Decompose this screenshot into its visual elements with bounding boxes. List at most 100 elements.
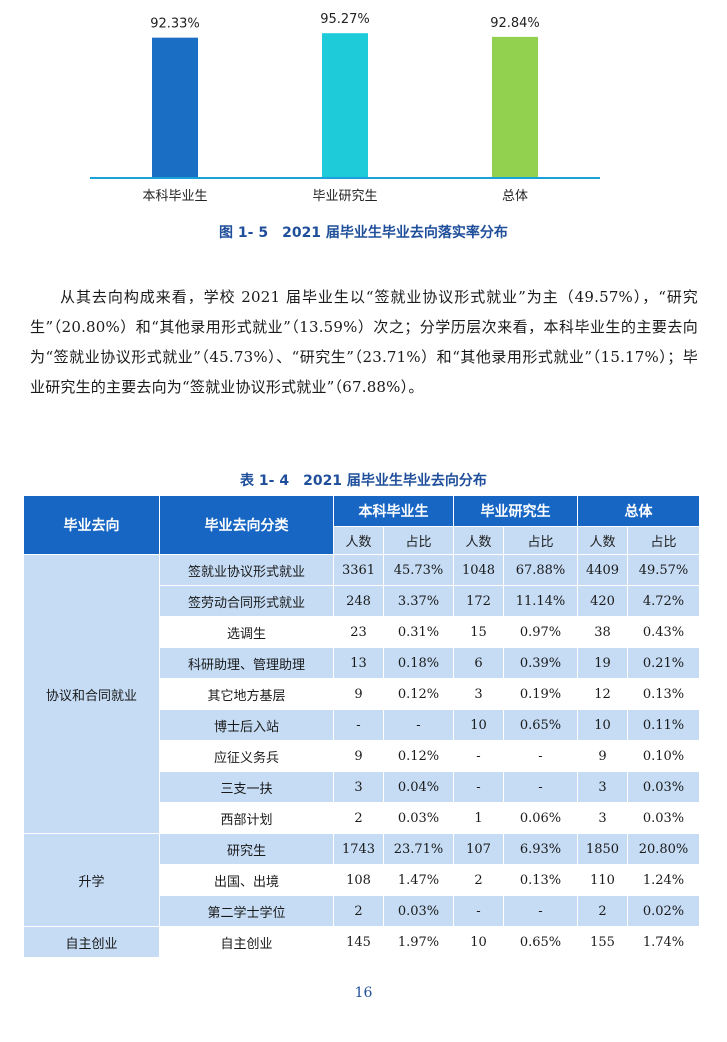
paragraph-text: 从其去向构成来看，学校 2021 届毕业生以“签就业协议形式就业”为主（49.5… (30, 288, 698, 396)
count-cell: 13 (333, 647, 384, 679)
count-cell: 108 (333, 864, 384, 896)
group-name: 自主创业 (23, 926, 160, 958)
bar (492, 36, 538, 178)
count-cell: - (453, 740, 504, 772)
count-cell: 9 (333, 678, 384, 710)
ratio-cell: - (503, 895, 578, 927)
category-cell: 博士后入站 (159, 709, 334, 741)
count-cell: 15 (453, 616, 504, 648)
ratio-cell: 0.19% (503, 678, 578, 710)
header-total: 总体 (577, 495, 700, 527)
ratio-cell: 0.03% (627, 771, 700, 803)
ratio-cell: 1.24% (627, 864, 700, 896)
category-cell: 其它地方基层 (159, 678, 334, 710)
count-cell: 1850 (577, 833, 628, 865)
table-row: 出国、出境 108 1.47% 2 0.13% 110 1.24% (24, 864, 700, 896)
category-cell: 签劳动合同形式就业 (159, 585, 334, 617)
destination-table: 毕业去向 毕业去向分类 本科毕业生 毕业研究生 总体 人数 占比 人数 占比 人… (23, 495, 700, 958)
bar (322, 33, 368, 178)
count-cell: - (333, 709, 384, 741)
count-cell: 248 (333, 585, 384, 617)
group-name: 升学 (23, 833, 160, 927)
data-label: 92.84% (490, 16, 540, 31)
count-cell: 3 (333, 771, 384, 803)
category-cell: 出国、出境 (159, 864, 334, 896)
table-row: 升学 研究生 1743 23.71% 107 6.93% 1850 20.80% (23, 833, 700, 927)
ratio-cell: - (503, 740, 578, 772)
data-label: 92.33% (150, 17, 200, 32)
count-cell: 3 (577, 802, 628, 834)
count-cell: 3361 (333, 554, 384, 586)
table-row: 选调生 23 0.31% 15 0.97% 38 0.43% (24, 616, 700, 648)
count-cell: 107 (453, 833, 504, 865)
count-cell: 3 (453, 678, 504, 710)
count-cell: 10 (453, 926, 504, 958)
category-cell: 西部计划 (159, 802, 334, 834)
ratio-cell: - (383, 709, 454, 741)
bar-chart: 92.33% 本科毕业生 95.27% 毕业研究生 92.84% 总体 (90, 12, 600, 204)
table-row: 博士后入站 - -10 0.65% 10 0.11% (24, 709, 700, 741)
count-cell: 172 (453, 585, 504, 617)
count-cell: 1048 (453, 554, 504, 586)
count-cell: 2 (453, 864, 504, 896)
count-cell: 10 (453, 709, 504, 741)
ratio-cell: 1.97% (383, 926, 454, 958)
group-name: 协议和合同就业 (23, 554, 160, 834)
ratio-cell: 49.57% (627, 554, 700, 586)
ratio-cell: 0.13% (627, 678, 700, 710)
ratio-cell: 0.12% (383, 740, 454, 772)
subheader-ratio: 占比 (627, 526, 700, 555)
ratio-cell: 3.37% (383, 585, 454, 617)
count-cell: - (453, 895, 504, 927)
count-cell: 9 (333, 740, 384, 772)
ratio-cell: 1.47% (383, 864, 454, 896)
category-cell: 科研助理、管理助理 (159, 647, 334, 679)
category-cell: 第二学士学位 (159, 895, 334, 927)
ratio-cell: 0.65% (503, 926, 578, 958)
category-cell: 自主创业 (159, 926, 334, 958)
ratio-cell: 0.97% (503, 616, 578, 648)
count-cell: 38 (577, 616, 628, 648)
ratio-cell: - (503, 771, 578, 803)
count-cell: 2 (577, 895, 628, 927)
count-cell: 19 (577, 647, 628, 679)
page-number: 16 (354, 985, 373, 1001)
count-cell: 2 (333, 802, 384, 834)
bar (152, 37, 198, 178)
ratio-cell: 67.88% (503, 554, 578, 586)
ratio-cell: 0.06% (503, 802, 578, 834)
ratio-cell: 0.11% (627, 709, 700, 741)
table-row: 其它地方基层 9 0.12% 3 0.19% 12 0.13% (24, 678, 700, 710)
ratio-cell: 6.93% (503, 833, 578, 865)
category-cell: 三支一扶 (159, 771, 334, 803)
count-cell: 1743 (333, 833, 384, 865)
count-cell: 10 (577, 709, 628, 741)
header-destination: 毕业去向 (23, 495, 160, 555)
ratio-cell: 0.02% (627, 895, 700, 927)
ratio-cell: 0.03% (383, 895, 454, 927)
ratio-cell: 0.21% (627, 647, 700, 679)
ratio-cell: 45.73% (383, 554, 454, 586)
table-row: 协议和合同就业 签就业协议形式就业 3361 45.73% 1048 67.88% 4409… (23, 554, 700, 834)
ratio-cell: 0.12% (383, 678, 454, 710)
ratio-cell: 11.14% (503, 585, 578, 617)
category-cell: 应征义务兵 (159, 740, 334, 772)
table-row: 科研助理、管理助理 13 0.18% 6 0.39% 19 0.21% (24, 647, 700, 679)
subheader-ratio: 占比 (503, 526, 578, 555)
count-cell: 420 (577, 585, 628, 617)
ratio-cell: 0.13% (503, 864, 578, 896)
count-cell: 155 (577, 926, 628, 958)
ratio-cell: 0.03% (627, 802, 700, 834)
count-cell: 23 (333, 616, 384, 648)
category-label: 本科毕业生 (142, 189, 207, 204)
subheader-count: 人数 (453, 526, 504, 555)
ratio-cell: 0.18% (383, 647, 454, 679)
ratio-cell: 0.04% (383, 771, 454, 803)
figure-caption: 图 1- 5 2021 届毕业生毕业去向落实率分布 (219, 225, 508, 241)
body-paragraph: 从其去向构成来看，学校 2021 届毕业生以“签就业协议形式就业”为主（49.5… (30, 282, 698, 402)
data-label: 95.27% (320, 12, 370, 27)
ratio-cell: 4.72% (627, 585, 700, 617)
count-cell: 9 (577, 740, 628, 772)
ratio-cell: 1.74% (627, 926, 700, 958)
ratio-cell: 23.71% (383, 833, 454, 865)
